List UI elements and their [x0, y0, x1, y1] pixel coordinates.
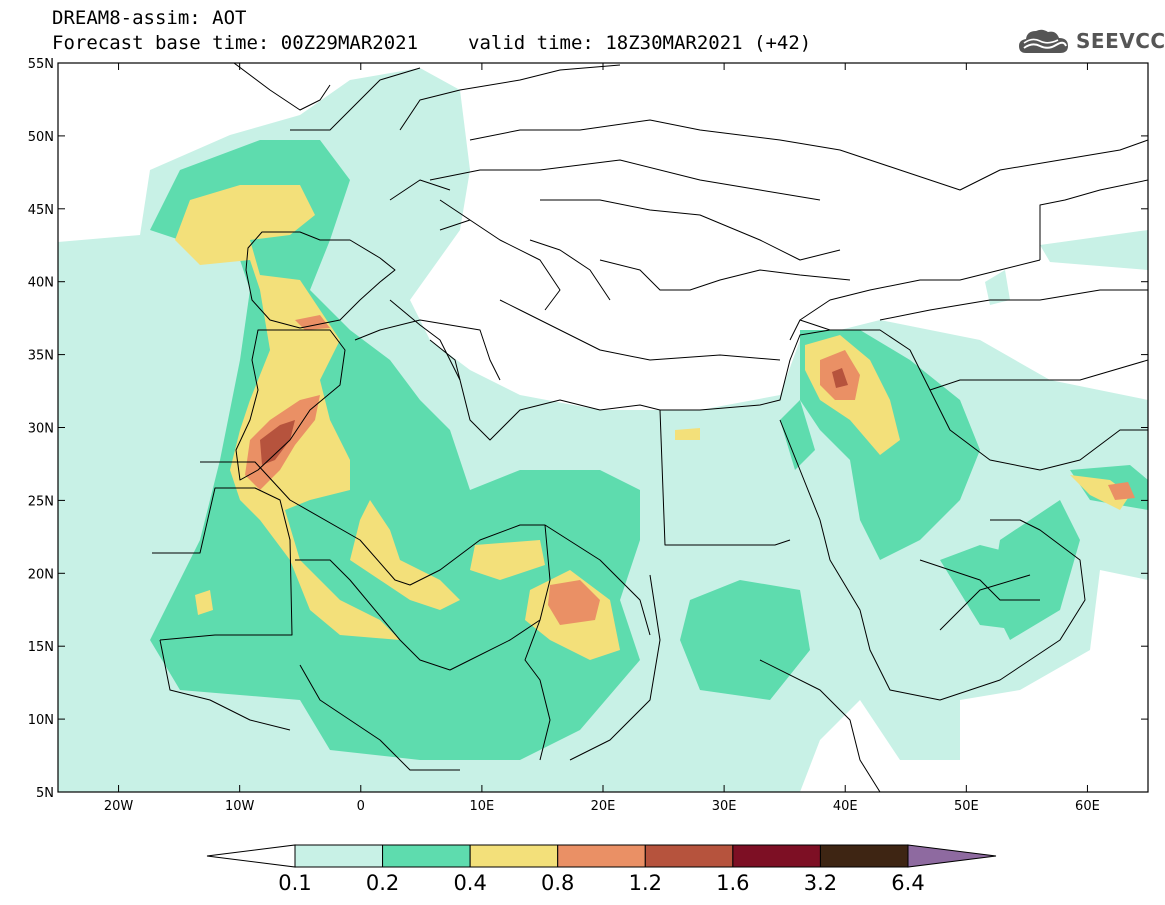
colorbar-under-arrow — [206, 844, 296, 868]
colorbar-label: 0.2 — [366, 871, 399, 895]
colorbar-label: 3.2 — [804, 871, 837, 895]
lat-tick-label: 15N — [28, 640, 54, 655]
lon-tick-label: 20W — [104, 799, 134, 814]
lat-tick-label: 40N — [28, 276, 54, 291]
lon-tick-label: 20E — [591, 799, 616, 814]
colorbar-label: 6.4 — [891, 871, 924, 895]
colorbar-bin — [557, 844, 646, 868]
lon-tick-label: 40E — [833, 799, 858, 814]
lon-tick-label: 50E — [954, 799, 979, 814]
aot-level-1.2 — [260, 368, 848, 465]
lat-tick-label: 10N — [28, 713, 54, 728]
aot-shaded-field — [58, 63, 1148, 792]
colorbar-over-arrow — [907, 844, 997, 868]
lon-tick-label: 10W — [225, 799, 255, 814]
logo-text: SEEVCCC — [1076, 29, 1165, 53]
lon-tick-label: 60E — [1075, 799, 1100, 814]
colorbar-bin — [644, 844, 734, 868]
colorbar-label: 1.2 — [629, 871, 662, 895]
lat-tick-label: 20N — [28, 567, 54, 582]
colorbar-bin — [732, 844, 821, 868]
lat-tick-label: 25N — [28, 494, 54, 509]
lon-tick-label: 0 — [357, 799, 365, 814]
colorbar-label: 0.4 — [453, 871, 486, 895]
colorbar-label: 0.1 — [278, 871, 311, 895]
colorbar-bin — [819, 844, 909, 868]
seevccc-logo: SEEVCCC — [1018, 26, 1165, 56]
lat-tick-label: 35N — [28, 349, 54, 364]
cloud-logo-icon — [1019, 29, 1068, 53]
product-title: DREAM8-assim: AOT — [52, 7, 247, 29]
lon-tick-label: 30E — [712, 799, 737, 814]
base-time: Forecast base time: 00Z29MAR2021 — [52, 32, 419, 54]
lon-tick-label: 10E — [470, 799, 495, 814]
colorbar-bin — [469, 844, 559, 868]
lat-tick-label: 5N — [36, 786, 54, 801]
valid-time: valid time: 18Z30MAR2021 (+42) — [468, 32, 812, 54]
colorbar-label: 1.6 — [716, 871, 749, 895]
colorbar-bin — [294, 844, 384, 868]
lat-tick-label: 45N — [28, 203, 54, 218]
lat-tick-label: 55N — [28, 57, 54, 72]
latitude-labels: 55N 50N 45N 40N 35N 30N 25N 20N 15N 10N 5N — [28, 57, 54, 801]
colorbar-label: 0.8 — [541, 871, 574, 895]
lat-tick-label: 30N — [28, 422, 54, 437]
colorbar-bin — [382, 844, 471, 868]
longitude-labels: 20W 10W 0 10E 20E 30E 40E 50E 60E — [104, 799, 1100, 814]
time-info: Forecast base time: 00Z29MAR2021 valid ti… — [52, 33, 811, 53]
axis-ticks — [58, 62, 1148, 793]
country-borders — [152, 63, 1148, 792]
aot-colorbar: 0.1 0.2 0.4 0.8 1.2 1.6 3.2 6.4 — [206, 844, 997, 895]
lat-tick-label: 50N — [28, 130, 54, 145]
